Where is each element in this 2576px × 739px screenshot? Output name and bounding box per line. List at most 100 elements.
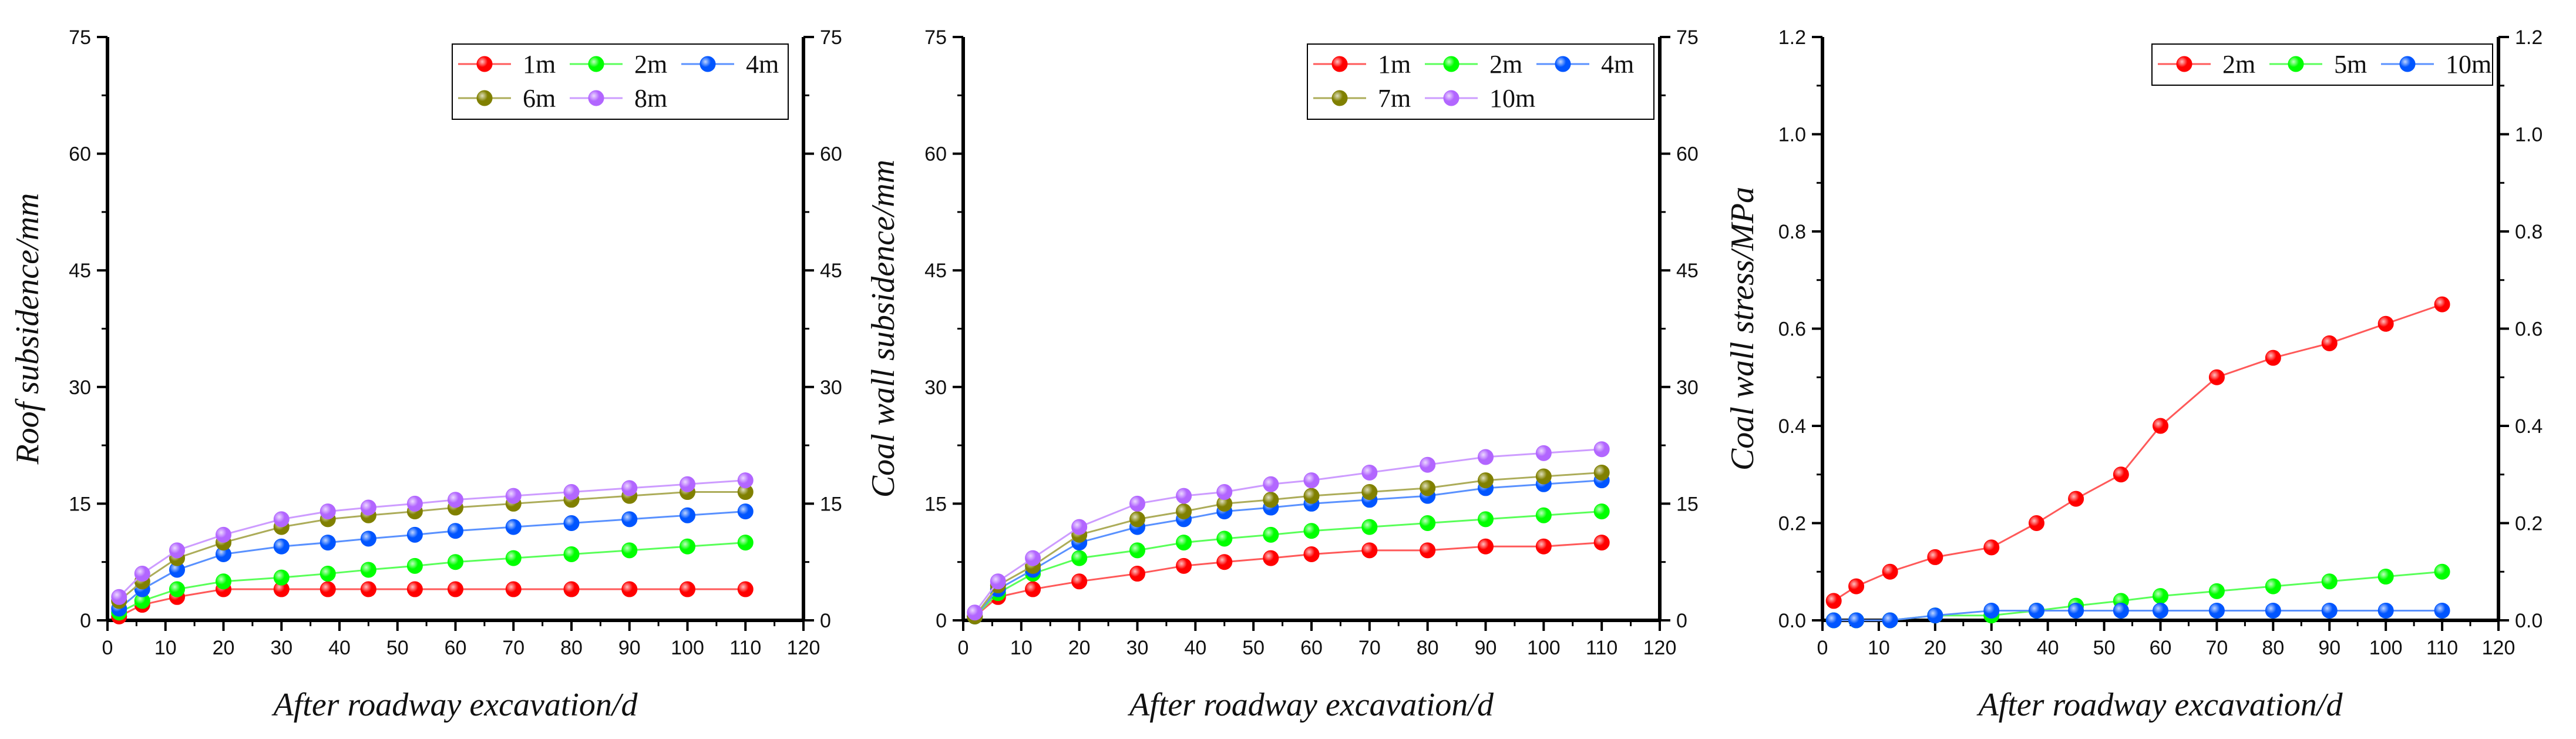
y-tick-label-left: 60 <box>69 143 91 166</box>
y-tick-label-right: 60 <box>820 143 842 166</box>
data-point-10m <box>2377 602 2394 619</box>
x-tick-label: 60 <box>1300 637 1323 659</box>
data-point-5m <box>2153 588 2168 604</box>
data-point-10m <box>1263 476 1279 492</box>
data-point-1m <box>448 581 463 597</box>
legend-swatch-marker <box>476 56 493 72</box>
data-point-10m <box>1983 602 2000 619</box>
legend-swatch-marker <box>2399 56 2416 72</box>
y-tick-label-right: 60 <box>1676 143 1699 166</box>
data-point-1m <box>1361 542 1378 559</box>
data-point-4m <box>563 515 580 531</box>
x-tick-label: 40 <box>328 637 351 659</box>
data-point-7m <box>1361 484 1378 500</box>
legend-swatch-marker <box>588 56 604 72</box>
x-tick-label: 20 <box>213 637 235 659</box>
data-point-10m <box>2153 602 2168 619</box>
y-tick-label-left: 75 <box>924 26 947 49</box>
y-tick-label-right: 0.8 <box>2515 221 2543 243</box>
legend-label: 10m <box>1489 84 1535 113</box>
legend-swatch-marker <box>476 90 493 106</box>
y-tick-label-left: 1.0 <box>1778 124 1806 146</box>
data-point-5m <box>2434 563 2450 580</box>
y-tick-label-right: 30 <box>820 377 842 399</box>
data-point-2m <box>216 573 231 590</box>
data-point-2m <box>1420 515 1436 531</box>
data-point-2m <box>1361 519 1378 535</box>
data-point-2m <box>1216 530 1233 547</box>
x-tick-label: 40 <box>1184 637 1206 659</box>
data-point-2m <box>360 562 376 578</box>
legend: 2m 5m 10m <box>2151 43 2493 86</box>
data-point-1m <box>1420 542 1436 559</box>
data-point-10m <box>1420 456 1436 473</box>
data-point-4m <box>360 530 376 547</box>
data-point-5m <box>2208 583 2225 599</box>
series-line-2m <box>119 542 746 614</box>
data-point-1m <box>737 581 754 597</box>
data-point-8m <box>680 476 695 492</box>
x-tick-label: 100 <box>671 637 704 659</box>
data-point-2m <box>621 542 638 559</box>
data-point-2m <box>273 569 290 586</box>
data-point-10m <box>2265 602 2281 619</box>
data-point-2m <box>1848 578 1865 594</box>
y-tick-label-left: 0 <box>936 610 947 632</box>
data-point-2m <box>680 538 695 555</box>
data-point-8m <box>563 484 580 500</box>
y-tick-label-right: 0 <box>1676 610 1687 632</box>
x-tick-label: 80 <box>1417 637 1439 659</box>
data-point-8m <box>505 488 522 504</box>
data-point-4m <box>621 511 638 528</box>
x-tick-label: 0 <box>102 637 113 659</box>
series-line-4m <box>118 510 746 610</box>
x-tick-label: 30 <box>1980 637 2003 659</box>
y-tick-label-right: 15 <box>1676 493 1699 515</box>
x-tick-label: 50 <box>386 637 409 659</box>
y-tick-label-left: 15 <box>924 493 947 515</box>
data-point-2m <box>1303 523 1320 539</box>
legend-label: 10m <box>2446 50 2491 79</box>
x-tick-label: 90 <box>618 637 641 659</box>
data-point-2m <box>2434 296 2450 313</box>
data-point-5m <box>2377 569 2394 585</box>
data-point-5m <box>2265 578 2281 594</box>
series-line-10m <box>974 448 1602 613</box>
data-point-1m <box>505 581 522 597</box>
y-tick-label-right: 1.2 <box>2515 26 2543 49</box>
data-point-1m <box>680 581 695 597</box>
legend-label: 2m <box>1489 50 1522 79</box>
legend-swatch-marker <box>1443 56 1459 72</box>
data-point-2m <box>1263 526 1279 543</box>
y-tick-label-left: 0.6 <box>1778 318 1806 341</box>
x-tick-label: 70 <box>502 637 524 659</box>
series-line-8m <box>118 479 746 598</box>
x-tick-label: 0 <box>958 637 969 659</box>
data-point-8m <box>448 492 463 508</box>
legend-label: 4m <box>746 50 779 79</box>
x-tick-label: 80 <box>2262 637 2284 659</box>
legend-swatch-marker <box>700 56 716 72</box>
x-tick-label: 10 <box>154 637 177 659</box>
data-point-1m <box>1535 538 1552 555</box>
data-point-7m <box>1129 511 1145 528</box>
data-point-2m <box>1176 535 1192 551</box>
chart-panel-coal-wall-stress: 0 10 20 30 40 50 60 70 80 90 100 110 120 0.0 0.0 0.2 0.2… <box>1724 26 2543 723</box>
data-point-8m <box>406 495 423 512</box>
y-tick-label-left: 30 <box>69 377 91 399</box>
data-point-7m <box>1535 468 1552 485</box>
data-point-10m <box>1535 445 1552 461</box>
y-tick-label-left: 0.0 <box>1778 610 1806 632</box>
data-point-8m <box>111 589 127 605</box>
legend-box <box>1307 43 1654 120</box>
data-point-2m <box>448 554 463 570</box>
data-point-1m <box>406 581 423 597</box>
y-axis-title: Coal wall stress/MPa <box>1724 187 1761 471</box>
x-axis-title: After roadway excavation/d <box>271 687 638 723</box>
y-tick-label-left: 0.2 <box>1778 513 1806 535</box>
x-tick-label: 10 <box>1868 637 1890 659</box>
data-point-2m <box>1478 511 1494 528</box>
x-tick-label: 10 <box>1010 637 1033 659</box>
